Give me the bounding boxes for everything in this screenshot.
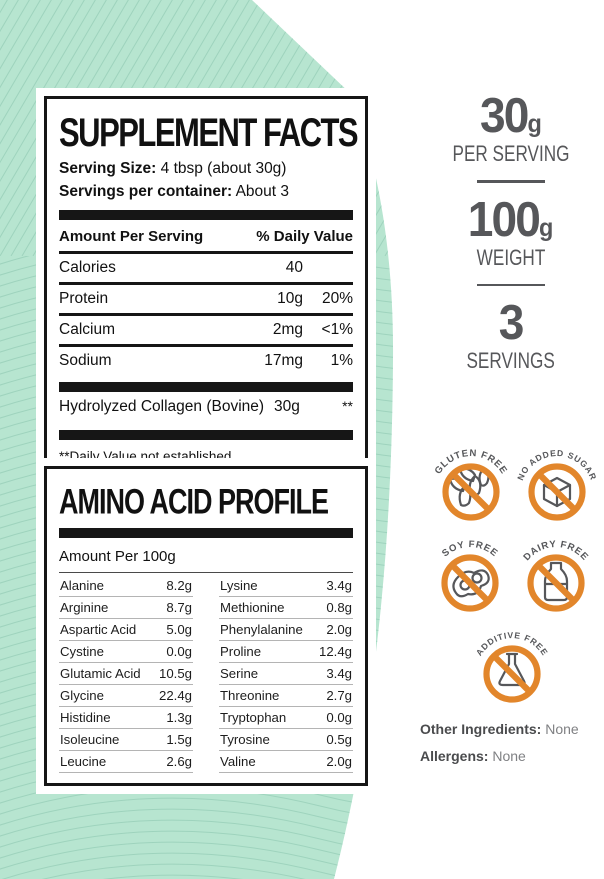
amino-row: Phenylalanine 2.0g — [219, 619, 353, 641]
amino-row: Histidine 1.3g — [59, 707, 193, 729]
divider-bar — [59, 430, 353, 440]
stat-servings: 3 SERVINGS — [466, 296, 556, 374]
stat-weight: 100g WEIGHT — [468, 192, 554, 270]
servings-per-container-line: Servings per container: About 3 — [59, 182, 290, 200]
badge-gluten-free: GLUTEN FREE — [424, 432, 518, 526]
prohibited-ring-icon — [528, 463, 586, 521]
amino-acid-table: Alanine 8.2g Arginine 8.7g Aspartic Acid 5.… — [59, 572, 353, 773]
divider-bar — [59, 382, 353, 392]
supplement-facts-frame: SUPPLEMENT FACTS Serving Size: 4 tbsp (a… — [44, 96, 368, 479]
amino-column-right: Lysine 3.4g Methionine 0.8g Phenylalanine 2… — [219, 575, 353, 773]
prohibited-ring-icon — [483, 645, 541, 703]
nutrient-row: Sodium 17mg 1% — [59, 344, 353, 375]
prohibited-ring-icon — [442, 463, 500, 521]
badge-label: GLUTEN FREE — [433, 448, 510, 476]
amino-row: Leucine 2.6g — [59, 751, 193, 773]
amino-row: Glycine 22.4g — [59, 685, 193, 707]
supplement-facts-title: SUPPLEMENT FACTS — [59, 109, 359, 155]
amino-row: Methionine 0.8g — [219, 597, 353, 619]
amino-row: Threonine 2.7g — [219, 685, 353, 707]
amino-row: Serine 3.4g — [219, 663, 353, 685]
amino-acid-subtitle: Amount Per 100g — [59, 548, 176, 565]
nutrient-row: Protein 10g 20% — [59, 282, 353, 313]
ingredients-footer: Other Ingredients: None Allergens: None — [420, 721, 579, 775]
badge-soy-free: SOY FREE — [423, 523, 517, 617]
badge-no-added-sugar: NO ADDED SUGAR — [510, 432, 604, 526]
badge-dairy-free: DAIRY FREE — [509, 523, 603, 617]
serving-size-line: Serving Size: 4 tbsp (about 30g) — [59, 159, 287, 177]
stats-column: 30g PER SERVING 100g WEIGHT 3 SERVINGS — [416, 92, 604, 374]
stat-per-serving: 30g PER SERVING — [452, 89, 570, 166]
amino-row: Glutamic Acid 10.5g — [59, 663, 193, 685]
collagen-row: Hydrolyzed Collagen (Bovine) 30g ** — [59, 398, 353, 415]
amino-row: Valine 2.0g — [219, 751, 353, 773]
amino-row: Arginine 8.7g — [59, 597, 193, 619]
amino-row: Cystine 0.0g — [59, 641, 193, 663]
allergens-line: Allergens: None — [420, 748, 526, 764]
amino-row: Isoleucine 1.5g — [59, 729, 193, 751]
stat-divider — [477, 283, 545, 287]
amino-row: Tyrosine 0.5g — [219, 729, 353, 751]
amino-column-left: Alanine 8.2g Arginine 8.7g Aspartic Acid 5.… — [59, 575, 193, 773]
prohibited-ring-icon — [527, 554, 585, 612]
amino-acid-title: AMINO ACID PROFILE — [59, 482, 329, 522]
divider-bar — [59, 210, 353, 220]
supplement-facts-panel: SUPPLEMENT FACTS Serving Size: 4 tbsp (a… — [36, 88, 376, 487]
nutrition-table-header: Amount Per Serving % Daily Value — [59, 228, 353, 245]
nutrient-row: Calcium 2mg <1% — [59, 313, 353, 344]
nutrition-table-body: Calories 40 Protein 10g 20% Calcium 2mg … — [59, 251, 353, 375]
amino-acid-panel: AMINO ACID PROFILE Amount Per 100g Alani… — [36, 458, 376, 794]
stat-divider — [477, 180, 545, 183]
amino-row: Alanine 8.2g — [59, 575, 193, 597]
amino-acid-frame: AMINO ACID PROFILE Amount Per 100g Alani… — [44, 466, 368, 786]
prohibited-ring-icon — [441, 554, 499, 612]
nutrient-row: Calories 40 — [59, 251, 353, 282]
amino-row: Lysine 3.4g — [219, 575, 353, 597]
amino-row: Proline 12.4g — [219, 641, 353, 663]
amino-row: Aspartic Acid 5.0g — [59, 619, 193, 641]
divider-bar — [59, 528, 353, 538]
other-ingredients-line: Other Ingredients: None — [420, 721, 579, 737]
badge-additive-free: ADDITIVE FREE — [465, 614, 559, 708]
amino-row: Tryptophan 0.0g — [219, 707, 353, 729]
